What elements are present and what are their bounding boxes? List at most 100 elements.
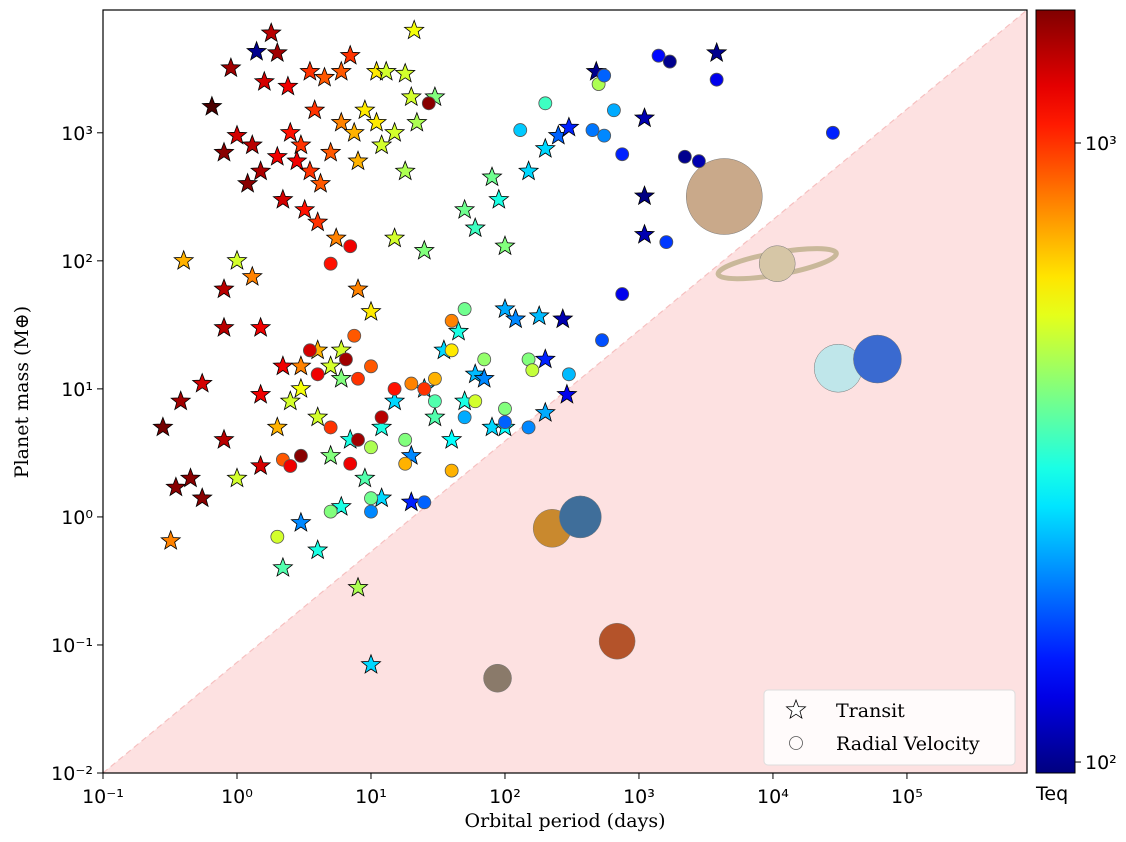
plot-area — [102, 9, 1028, 774]
colorbar — [1035, 9, 1076, 774]
transit-point — [250, 454, 272, 476]
transit-point — [226, 467, 248, 488]
transit-point — [165, 476, 187, 497]
x-tick-label: 10⁰ — [221, 786, 253, 808]
legend-label: Transit — [836, 700, 905, 722]
colorbar-tick-label: 10² — [1085, 752, 1117, 774]
transit-point — [384, 121, 406, 142]
rv-point — [525, 363, 540, 378]
transit-point — [220, 56, 242, 78]
transit-point — [213, 141, 235, 162]
transit-point — [290, 134, 312, 155]
rv-point — [606, 103, 621, 118]
transit-point — [330, 495, 352, 516]
transit-point — [488, 188, 510, 209]
transit-point — [633, 185, 656, 206]
transit-point — [347, 576, 369, 597]
rv-point — [513, 123, 528, 137]
transit-point — [226, 124, 248, 145]
transit-point — [260, 22, 282, 43]
solar-system-planet — [559, 495, 602, 539]
transit-point — [403, 19, 425, 40]
transit-point — [241, 265, 263, 286]
transit-point — [406, 111, 428, 132]
transit-point — [481, 166, 503, 187]
rv-point — [283, 459, 298, 473]
x-tick-label: 10⁵ — [891, 786, 923, 808]
rv-point — [417, 495, 432, 510]
transit-point — [307, 406, 329, 427]
x-tick-label: 10⁻¹ — [82, 786, 124, 808]
solar-system-planet — [483, 663, 512, 693]
transit-point — [505, 308, 527, 329]
y-tick-label: 10⁻¹ — [51, 635, 93, 657]
transit-point — [307, 539, 329, 560]
transit-point — [365, 111, 388, 132]
transit-point — [347, 150, 369, 171]
rv-point — [364, 491, 378, 506]
transit-point — [272, 188, 294, 209]
rv-point — [374, 410, 389, 425]
legend-marker — [789, 736, 803, 750]
rv-point — [404, 376, 419, 391]
rv-point — [421, 96, 436, 111]
transit-point — [534, 137, 556, 158]
rv-point — [597, 128, 612, 143]
transit-point — [277, 75, 299, 96]
rv-point — [662, 54, 677, 69]
rv-point — [323, 504, 338, 519]
transit-point — [384, 390, 406, 411]
transit-point — [266, 416, 288, 437]
transit-point — [528, 304, 550, 326]
transit-point — [213, 428, 235, 449]
transit-point — [241, 134, 263, 155]
solar-system-planet — [853, 334, 902, 384]
rv-point — [444, 463, 459, 478]
transit-point — [250, 160, 272, 181]
rv-point — [597, 68, 612, 83]
transit-point — [447, 320, 470, 341]
transit-point — [371, 134, 393, 155]
rv-point — [302, 343, 317, 358]
rv-point — [498, 415, 512, 430]
rv-point — [457, 410, 472, 425]
rv-point — [477, 352, 492, 367]
transit-point — [534, 401, 556, 422]
x-tick-label: 10³ — [623, 786, 655, 808]
transit-point — [371, 416, 393, 437]
transit-point — [179, 467, 202, 488]
rv-point — [659, 235, 674, 250]
rv-point — [677, 149, 692, 164]
rv-point — [417, 381, 432, 396]
transit-point — [201, 95, 223, 116]
transit-point — [286, 150, 308, 171]
rv-point — [444, 343, 459, 358]
y-tick-label: 10³ — [61, 123, 93, 145]
transit-point — [454, 198, 476, 219]
rv-point — [339, 352, 353, 367]
rv-point — [585, 123, 600, 137]
rv-point — [343, 239, 358, 254]
transit-point — [307, 211, 329, 232]
transit-point — [266, 145, 288, 166]
rv-point — [351, 371, 365, 386]
transit-point — [558, 116, 580, 137]
rv-point — [364, 440, 378, 455]
transit-point — [294, 198, 316, 219]
transit-point — [279, 390, 301, 411]
rv-point — [387, 381, 402, 396]
transit-point — [464, 217, 486, 238]
solar-system-planet — [598, 622, 636, 660]
transit-point — [518, 160, 540, 181]
rv-point — [457, 302, 472, 316]
x-tick-label: 10² — [489, 786, 521, 808]
transit-point — [330, 367, 352, 388]
transit-point — [360, 300, 382, 321]
rv-point — [538, 96, 553, 111]
rv-point — [343, 456, 358, 471]
transit-point — [585, 60, 607, 81]
y-axis-label: Planet mass (M⊕) — [11, 306, 33, 478]
solar-system-planet — [758, 245, 796, 282]
rv-point — [294, 448, 308, 463]
